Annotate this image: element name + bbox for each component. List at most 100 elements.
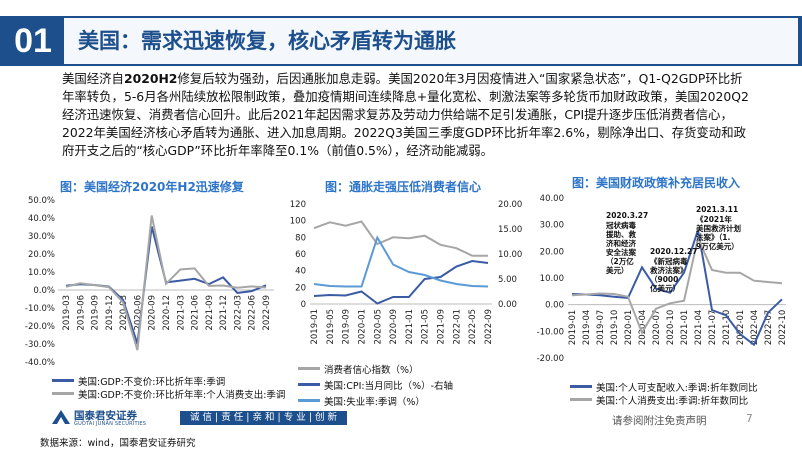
legend-swatch	[298, 399, 320, 402]
section-number: 01	[6, 20, 60, 62]
series-line	[65, 215, 267, 351]
legend-label: 美国:CPI:当月同比（%）-右轴	[324, 380, 454, 392]
x-tick-label: 2020-10	[666, 310, 676, 346]
company-logo-text: 国泰君安证券	[74, 410, 137, 422]
summary-paragraph: 美国经济自2020H2修复后较为强劲，后因通胀加息走弱。美国2020年3月因疫情…	[62, 70, 752, 160]
y-tick-label: 20.0%	[28, 250, 55, 260]
legend-item: 美国:GDP:不变价:环比折年率:个人消费支出:季调	[52, 387, 286, 401]
legend-swatch	[570, 398, 592, 401]
y-tick-label: 0.0%	[33, 286, 55, 296]
x-tick-label: 2022-10	[778, 310, 788, 346]
y-tick-label: 10.0%	[28, 268, 55, 278]
annotation-date: 2020.3.27	[606, 211, 648, 220]
y-tick-label-left: 20	[295, 283, 306, 293]
chart3-title: 图：美国财政政策补充居民收入	[572, 176, 741, 190]
chart1-legend: 美国:GDP:不变价:环比折年率:季调 美国:GDP:不变价:环比折年率:个人消…	[52, 374, 286, 401]
y-tick-label-left: 0	[301, 300, 306, 310]
y-tick-label-left: 40	[295, 267, 306, 277]
y-tick-label: 40.0%	[28, 214, 55, 224]
y-tick-label-left: 60	[295, 250, 306, 260]
legend-item: 美国:GDP:不变价:环比折年率:季调	[52, 374, 285, 388]
x-tick-label: 2021-06	[191, 295, 201, 331]
legend-label: 美国:GDP:不变价:环比折年率:季调	[78, 376, 226, 388]
company-logo-subtext: GUOTAI JUNAN SECURITIES	[74, 421, 147, 427]
annotation-text: 《2021年	[696, 214, 732, 224]
x-tick-label: 2019-09	[91, 295, 101, 331]
data-source: 数据来源：wind，国泰君安证券研究	[40, 438, 196, 449]
series-line	[313, 259, 489, 305]
annotation-text: 美国救济计划	[696, 223, 741, 233]
x-tick-label: 2020-06	[133, 295, 143, 331]
y-tick-label: -20.0%	[25, 322, 55, 332]
x-tick-label: 2022-04	[750, 310, 760, 346]
y-tick-label-right: 15.00	[498, 225, 522, 235]
y-tick-label: 30.00	[540, 221, 564, 231]
x-tick-label: 2019-12	[105, 295, 115, 331]
x-tick-label: 2021-01	[405, 309, 415, 345]
x-tick-label: 2019-05	[326, 309, 336, 345]
x-tick-label: 2022-01	[452, 309, 462, 345]
summary-body: 修复后较为强劲，后因通胀加息走弱。美国2020年3月因疫情进入“国家紧急状态”，…	[62, 71, 749, 158]
x-tick-label: 2021-04	[694, 310, 704, 346]
x-tick-label: 2019-09	[342, 309, 352, 345]
y-tick-label-left: 120	[290, 200, 306, 210]
annotation-text: 安全法案	[606, 247, 636, 257]
x-tick-label: 2019-03	[62, 295, 72, 331]
x-tick-label: 2022-05	[468, 309, 478, 345]
annotation-text: （9000	[650, 274, 678, 284]
page-number: 7	[746, 413, 753, 425]
x-tick-label: 2020-01	[624, 310, 634, 346]
legend-swatch	[298, 383, 320, 386]
y-tick-label: 40.00	[540, 194, 564, 204]
x-tick-label: 2019-01	[310, 309, 320, 345]
disclaimer: 请参阅附注免责声明	[612, 415, 707, 427]
x-tick-label: 2021-01	[680, 310, 690, 346]
y-tick-label-right: 10.00	[498, 250, 522, 260]
x-tick-label: 2020-03	[119, 295, 129, 331]
x-tick-label: 2020-07	[652, 310, 662, 346]
y-tick-label: -20.00	[537, 354, 564, 364]
legend-item: 美国:个人消费支出:季调:折年数同比	[570, 393, 758, 407]
x-tick-label: 2019-07	[596, 310, 606, 346]
series-line	[313, 220, 488, 257]
x-tick-label: 2019-06	[76, 295, 86, 331]
x-tick-label: 2021-07	[708, 310, 718, 346]
chart2-title: 图：通胀走强压低消费者信心	[325, 180, 482, 194]
annotation-date: 2021.3.11	[696, 205, 738, 214]
x-tick-label: 2020-09	[389, 309, 399, 345]
y-tick-label: -40.0%	[25, 358, 55, 368]
annotation-text: 冠状病毒	[606, 220, 636, 230]
x-tick-label: 2021-09	[437, 309, 447, 345]
x-tick-label: 2021-05	[421, 309, 431, 345]
y-tick-label-right: 5.00	[498, 275, 517, 285]
x-tick-label: 2021-12	[219, 295, 229, 331]
legend-item: 美国:个人可支配收入:季调:折年数同比	[570, 380, 758, 394]
annotation-text: 法案》（1.	[696, 232, 730, 242]
annotation-text: 《新冠病毒	[650, 256, 688, 266]
chart1-title: 图：美国经济2020年H2迅速修复	[60, 180, 244, 194]
legend-label: 美国:个人消费支出:季调:折年数同比	[596, 395, 749, 407]
y-tick-label: 50.0%	[28, 196, 55, 206]
y-tick-label: 20.00	[540, 247, 564, 257]
legend-label: 美国:失业率:季调（%）	[324, 396, 425, 408]
x-tick-label: 2020-09	[148, 295, 158, 331]
annotation-text: 援助、救	[606, 229, 636, 239]
x-tick-label: 2019-10	[610, 310, 620, 346]
legend-item: 美国:CPI:当月同比（%）-右轴	[298, 378, 454, 392]
legend-swatch	[52, 392, 74, 395]
legend-label: 美国:个人可支配收入:季调:折年数同比	[596, 382, 758, 394]
x-tick-label: 2021-03	[176, 295, 186, 331]
annotation-text: 美元）	[606, 265, 629, 275]
chart3-legend: 美国:个人可支配收入:季调:折年数同比 美国:个人消费支出:季调:折年数同比	[570, 380, 758, 407]
title-background	[64, 18, 798, 66]
legend-label: 消费者信心指数（%）	[324, 364, 419, 376]
chart2-confidence-cpi: 120 100 80 60 40 20 0 20.00 15.00 10.00 5.00 0.00 20…	[290, 200, 523, 345]
legend-label: 美国:GDP:不变价:环比折年率:个人消费支出:季调	[78, 389, 286, 401]
series-line	[313, 235, 489, 288]
x-tick-label: 2022-09	[262, 295, 272, 331]
page-title: 美国：需求迅速恢复，核心矛盾转为通胀	[78, 29, 456, 53]
x-tick-label: 2022-01	[736, 310, 746, 346]
y-tick-label-right: 20.00	[498, 200, 522, 210]
annotation-text: 9万亿美元）	[696, 241, 739, 251]
summary-lead: 美国经济自	[62, 71, 124, 86]
